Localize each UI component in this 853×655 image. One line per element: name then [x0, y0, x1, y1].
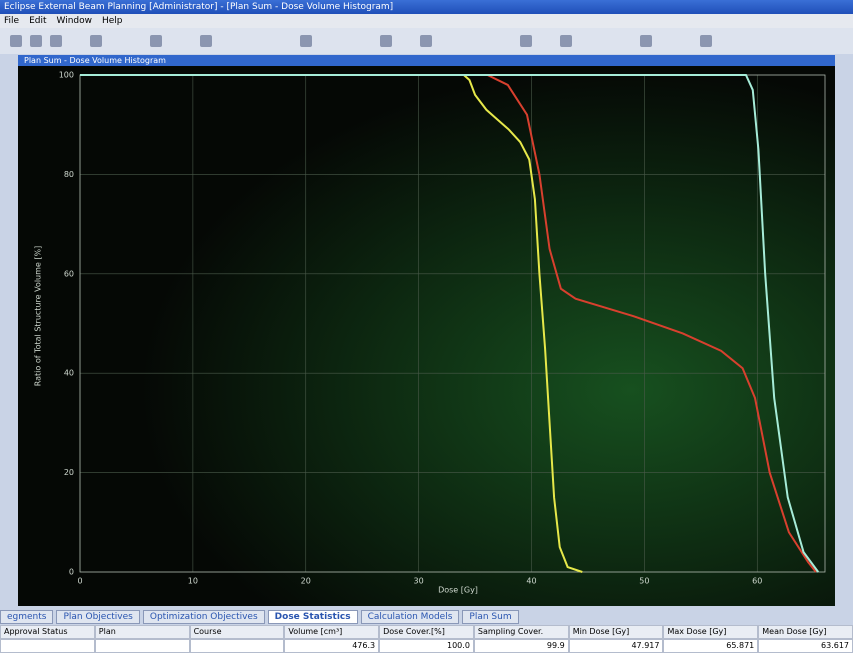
- menu-item[interactable]: Window: [57, 14, 93, 28]
- column-header[interactable]: Volume [cm³]: [284, 625, 379, 639]
- panel-title: Plan Sum - Dose Volume Histogram: [18, 55, 835, 66]
- table-cell: [0, 639, 95, 653]
- tab[interactable]: Calculation Models: [361, 610, 460, 624]
- tool-icon[interactable]: [50, 35, 62, 47]
- window-title: Eclipse External Beam Planning [Administ…: [0, 0, 853, 14]
- column-header[interactable]: Plan: [95, 625, 190, 639]
- tool-icon[interactable]: [420, 35, 432, 47]
- x-tick-label: 40: [526, 577, 536, 586]
- toolbar: [0, 28, 853, 54]
- tool-icon[interactable]: [640, 35, 652, 47]
- tool-icon[interactable]: [150, 35, 162, 47]
- tool-icon[interactable]: [10, 35, 22, 47]
- tool-icon[interactable]: [90, 35, 102, 47]
- y-axis-label: Ratio of Total Structure Volume [%]: [34, 246, 43, 386]
- tool-icon[interactable]: [30, 35, 42, 47]
- y-tick-label: 20: [64, 468, 74, 477]
- tool-icon[interactable]: [380, 35, 392, 47]
- x-tick-label: 50: [639, 577, 649, 586]
- column-header[interactable]: Sampling Cover.: [474, 625, 569, 639]
- tool-icon[interactable]: [200, 35, 212, 47]
- column-header[interactable]: Max Dose [Gy]: [663, 625, 758, 639]
- column-header[interactable]: Dose Cover.[%]: [379, 625, 474, 639]
- y-tick-label: 100: [59, 71, 74, 80]
- menu-item[interactable]: Help: [102, 14, 123, 28]
- y-tick-label: 0: [69, 568, 74, 577]
- y-tick-label: 40: [64, 369, 74, 378]
- tab[interactable]: Optimization Objectives: [143, 610, 265, 624]
- dvh-chart: Ratio of Total Structure Volume [%] Dose…: [18, 66, 835, 606]
- table-cell: 100.0: [379, 639, 474, 653]
- table-cell: [190, 639, 285, 653]
- table-cell: 47.917: [569, 639, 664, 653]
- column-header[interactable]: Min Dose [Gy]: [569, 625, 664, 639]
- column-header[interactable]: Mean Dose [Gy]: [758, 625, 853, 639]
- menu-item[interactable]: File: [4, 14, 19, 28]
- tab[interactable]: egments: [0, 610, 53, 624]
- x-tick-label: 30: [414, 577, 424, 586]
- table-cell: 63.617: [758, 639, 853, 653]
- x-axis-label: Dose [Gy]: [438, 586, 478, 595]
- tab[interactable]: Plan Sum: [462, 610, 518, 624]
- menu-item[interactable]: Edit: [29, 14, 46, 28]
- x-tick-label: 20: [301, 577, 311, 586]
- y-tick-label: 80: [64, 170, 74, 179]
- screen: Eclipse External Beam Planning [Administ…: [0, 0, 853, 655]
- tool-icon[interactable]: [520, 35, 532, 47]
- column-header[interactable]: Approval Status: [0, 625, 95, 639]
- table-cell: 476.3: [284, 639, 379, 653]
- table-cell: [95, 639, 190, 653]
- tool-icon[interactable]: [700, 35, 712, 47]
- plot-background: [18, 66, 835, 606]
- tool-icon[interactable]: [560, 35, 572, 47]
- x-tick-label: 0: [77, 577, 82, 586]
- menu-bar: File Edit Window Help: [0, 14, 853, 28]
- table-cell: 65.871: [663, 639, 758, 653]
- y-tick-label: 60: [64, 269, 74, 278]
- x-tick-label: 60: [752, 577, 762, 586]
- table-cell: 99.9: [474, 639, 569, 653]
- tool-icon[interactable]: [300, 35, 312, 47]
- x-tick-label: 10: [188, 577, 198, 586]
- tab[interactable]: Plan Objectives: [56, 610, 139, 624]
- column-header[interactable]: Course: [190, 625, 285, 639]
- tab[interactable]: Dose Statistics: [268, 610, 358, 624]
